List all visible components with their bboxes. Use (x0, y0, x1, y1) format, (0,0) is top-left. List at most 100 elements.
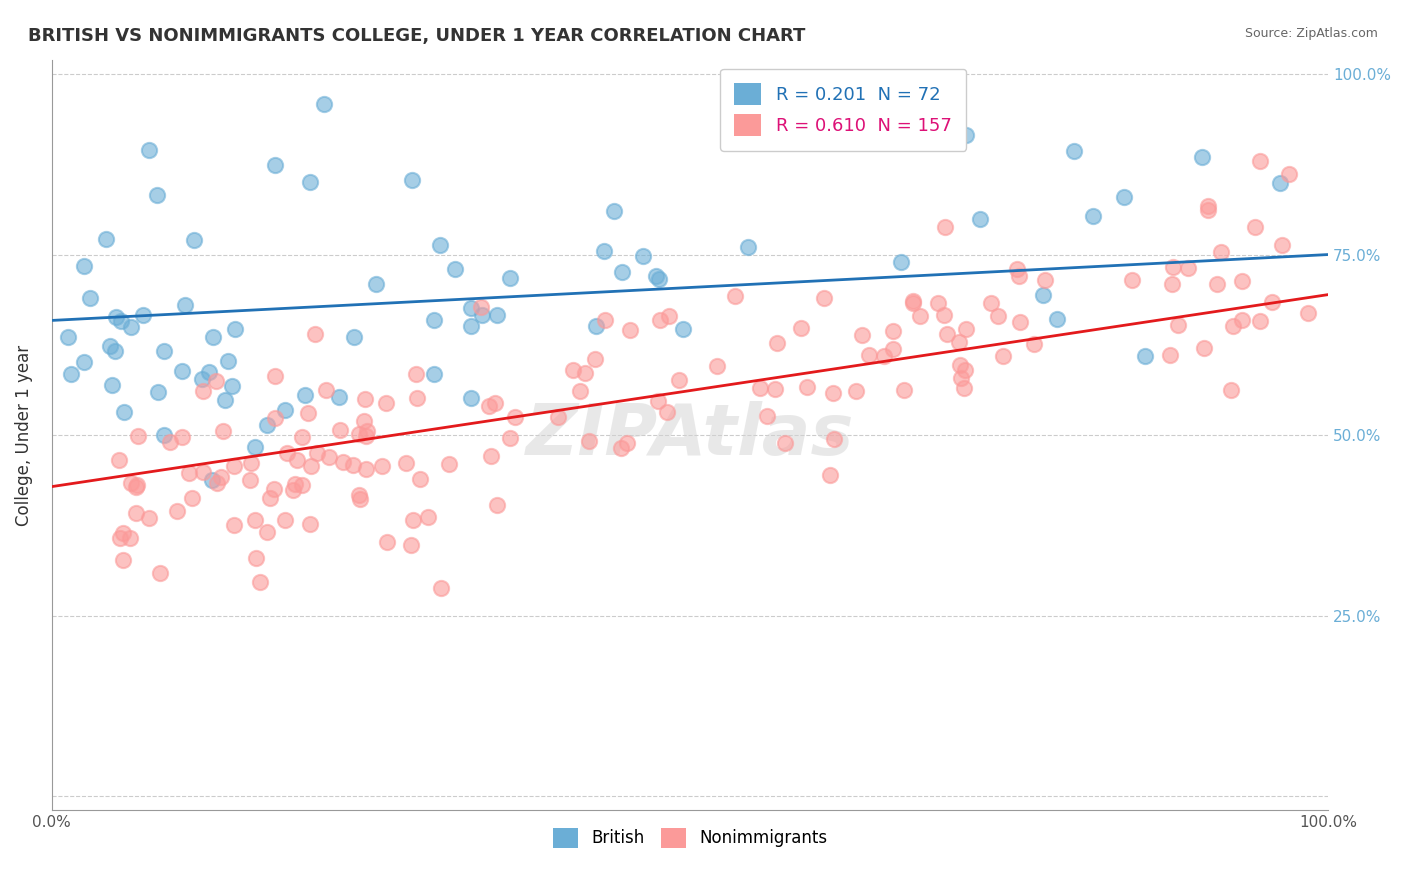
Point (409, 472, 432, 486)
Point (125, 480, 148, 494)
Point (284, 476, 307, 491)
Point (818, 468, 841, 483)
Point (987, 309, 1010, 323)
Point (217, 354, 239, 368)
Point (211, 424, 233, 438)
Point (1296, 306, 1319, 320)
Point (401, 513, 423, 527)
Legend: British, Nonimmigrants: British, Nonimmigrants (546, 821, 834, 855)
Point (423, 313, 446, 327)
Point (146, 384, 169, 399)
Point (201, 473, 224, 487)
Point (724, 289, 747, 303)
Point (356, 461, 378, 475)
Point (658, 309, 681, 323)
Point (901, 293, 924, 308)
Point (927, 296, 949, 310)
Point (111, 553, 134, 567)
Point (256, 524, 278, 539)
Point (249, 574, 271, 589)
Point (318, 450, 340, 465)
Point (224, 458, 246, 473)
Point (872, 349, 894, 363)
Point (851, 328, 873, 343)
Point (1046, 312, 1069, 326)
Point (172, 363, 194, 377)
Point (138, 143, 160, 157)
Point (460, 318, 482, 333)
Point (647, 394, 669, 409)
Point (460, 301, 482, 315)
Point (1249, 154, 1271, 169)
Point (416, 509, 439, 524)
Point (471, 308, 494, 322)
Point (73, 354, 96, 368)
Point (485, 308, 508, 322)
Point (299, 175, 322, 189)
Point (1005, 261, 1028, 276)
Point (901, 296, 924, 310)
Point (104, 343, 127, 358)
Point (610, 265, 633, 279)
Point (1278, 167, 1301, 181)
Point (222, 518, 245, 533)
Point (105, 310, 128, 324)
Point (460, 391, 482, 405)
Point (1167, 318, 1189, 332)
Point (110, 314, 132, 328)
Point (796, 379, 818, 393)
Point (1035, 273, 1057, 287)
Point (949, 371, 972, 385)
Point (479, 449, 502, 463)
Point (111, 526, 134, 541)
Point (245, 551, 267, 566)
Point (152, 428, 174, 442)
Point (201, 329, 224, 343)
Point (706, 359, 728, 373)
Point (773, 436, 796, 450)
Point (173, 298, 195, 312)
Point (648, 272, 671, 286)
Y-axis label: College, Under 1 year: College, Under 1 year (15, 344, 32, 525)
Point (470, 300, 492, 314)
Point (1271, 238, 1294, 252)
Point (297, 406, 319, 420)
Point (484, 396, 506, 410)
Point (198, 366, 221, 380)
Point (1121, 273, 1143, 287)
Point (73, 259, 96, 273)
Point (285, 452, 308, 467)
Point (353, 414, 375, 428)
Point (499, 270, 522, 285)
Point (183, 233, 205, 247)
Point (748, 381, 770, 395)
Point (329, 423, 352, 437)
Point (1008, 315, 1031, 329)
Point (1206, 277, 1229, 291)
Point (1191, 150, 1213, 164)
Point (755, 409, 778, 423)
Point (910, 309, 932, 323)
Point (1112, 190, 1135, 204)
Point (60, 367, 83, 381)
Point (609, 442, 631, 456)
Point (328, 390, 350, 404)
Point (209, 470, 232, 484)
Point (120, 319, 142, 334)
Point (191, 465, 214, 479)
Point (932, 308, 955, 322)
Point (1261, 294, 1284, 309)
Point (619, 323, 641, 337)
Point (616, 436, 638, 450)
Point (949, 358, 972, 372)
Point (1163, 260, 1185, 275)
Point (645, 268, 668, 283)
Point (485, 498, 508, 512)
Point (127, 429, 149, 443)
Point (547, 410, 569, 425)
Point (766, 335, 789, 350)
Point (955, 128, 977, 142)
Point (763, 382, 786, 396)
Point (823, 432, 845, 446)
Point (239, 456, 262, 470)
